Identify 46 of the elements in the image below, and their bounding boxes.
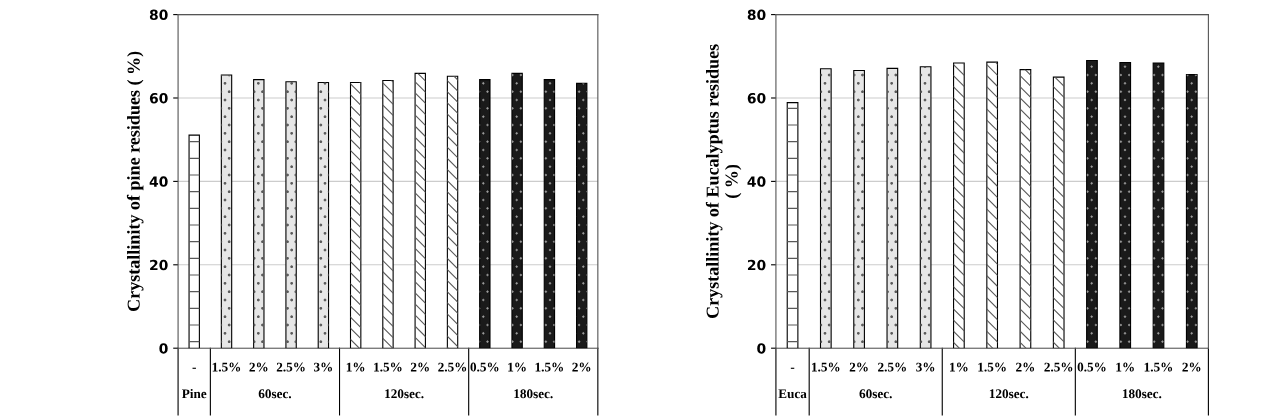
- x-tick-label: 1%: [508, 362, 526, 372]
- text: 60sec.: [859, 389, 892, 399]
- x-tick-label: 3%: [313, 362, 333, 372]
- x-tick-label: -: [790, 367, 795, 369]
- x-tick-label: 0.5%: [470, 362, 499, 372]
- x-tick-label: 2%: [1016, 362, 1035, 372]
- text: 60sec.: [258, 389, 292, 399]
- y-axis-title: Crystallinity of Eucalyptus residues ( %): [705, 44, 742, 319]
- y-axis-title: Crystallinity of pine residues ( %): [126, 51, 144, 311]
- x-tick-label: 1.5%: [978, 362, 1006, 372]
- text: 180sec.: [1122, 389, 1162, 399]
- text: Pine: [181, 388, 207, 399]
- y-tick-label: 60: [149, 92, 168, 104]
- x-tick-label: 2.5%: [438, 362, 467, 372]
- x-tick-label: 1.5%: [535, 362, 564, 372]
- y-tick-label: 0: [757, 343, 766, 354]
- x-tick-label: 1%: [950, 362, 968, 372]
- y-tick-label: 0: [159, 343, 168, 354]
- y-tick-label: 80: [747, 9, 766, 21]
- x-tick-label: 2%: [572, 362, 591, 372]
- x-tick-label: 2.5%: [1044, 362, 1073, 372]
- x-tick-label: -: [192, 367, 196, 369]
- y-tick-label: 20: [150, 259, 168, 271]
- x-tick-label: 1.5%: [812, 362, 840, 372]
- y-tick-label: 40: [149, 176, 168, 187]
- text: 180sec.: [514, 389, 553, 399]
- y-tick-label: 80: [149, 9, 168, 21]
- x-tick-label: 0.5%: [1077, 362, 1106, 372]
- x-tick-label: 1.5%: [374, 362, 402, 372]
- y-tick-label: 40: [747, 176, 766, 187]
- y-tick-label: 60: [747, 92, 766, 104]
- y-tick-label: 20: [747, 259, 766, 271]
- x-tick-label: 2%: [410, 362, 429, 372]
- x-tick-label: 1%: [346, 362, 365, 372]
- x-tick-label: 2%: [249, 362, 268, 372]
- x-tick-label: 2.5%: [878, 362, 906, 372]
- x-tick-label: 3%: [916, 362, 935, 372]
- x-tick-label: 1%: [1116, 362, 1134, 372]
- text: Euca: [778, 389, 807, 399]
- text: 120sec.: [989, 389, 1029, 399]
- x-tick-label: 2.5%: [276, 362, 305, 372]
- text: 120sec.: [385, 389, 424, 399]
- x-tick-label: 1.5%: [212, 362, 241, 372]
- x-tick-label: 2%: [1182, 362, 1201, 372]
- x-tick-label: 2%: [849, 362, 868, 372]
- x-tick-label: 1.5%: [1144, 362, 1173, 372]
